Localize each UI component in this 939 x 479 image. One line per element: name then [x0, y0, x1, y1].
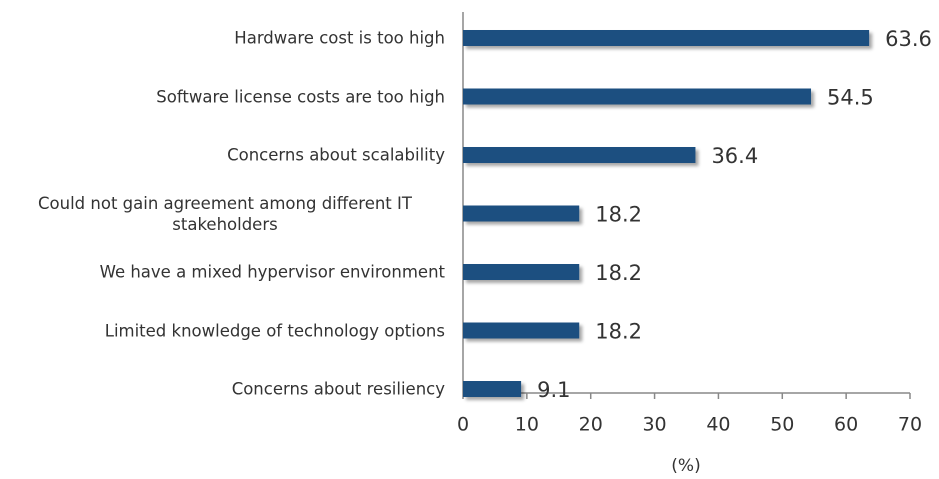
bar: [463, 205, 580, 222]
x-tick-label: 50: [770, 414, 794, 436]
y-tick-label: Could not gain agreement among different…: [38, 193, 412, 234]
value-label: 63.6: [885, 27, 932, 51]
x-tick-label: 20: [579, 414, 603, 436]
bar: [463, 264, 580, 280]
x-tick-label: 60: [834, 414, 858, 436]
x-tick-label: 10: [515, 414, 539, 436]
category-label-box: Limited knowledge of technology options: [105, 320, 445, 341]
category-label-box: Concerns about resiliency: [232, 379, 445, 400]
category-label-box: Could not gain agreement among different…: [5, 193, 445, 235]
value-label: 9.1: [537, 378, 570, 402]
y-tick-label: Concerns about scalability: [227, 145, 445, 165]
y-tick-label: Concerns about resiliency: [231, 379, 445, 399]
y-tick-label: Limited knowledge of technology options: [104, 321, 445, 340]
x-axis-label: (%): [671, 456, 700, 476]
value-label: 18.2: [595, 320, 642, 344]
value-label: 18.2: [595, 203, 642, 227]
bar: [463, 147, 696, 163]
value-label: 36.4: [711, 144, 758, 168]
category-label-box: Hardware cost is too high: [234, 28, 445, 49]
x-tick-label: 70: [898, 414, 922, 436]
value-label: 18.2: [595, 261, 642, 285]
category-label-box: We have a mixed hypervisor environment: [100, 262, 445, 283]
x-tick-label: 0: [457, 414, 469, 436]
category-label-box: Concerns about scalability: [227, 145, 445, 166]
category-label-box: Software license costs are too high: [156, 86, 445, 107]
bar: [463, 30, 870, 46]
bar: [463, 381, 522, 397]
y-tick-label: Software license costs are too high: [156, 87, 445, 106]
y-tick-label: We have a mixed hypervisor environment: [99, 262, 445, 282]
bar: [463, 88, 812, 105]
x-tick-label: 30: [642, 414, 666, 436]
y-tick-label: Hardware cost is too high: [234, 28, 445, 48]
x-tick-label: 40: [706, 414, 730, 436]
bar: [463, 322, 580, 339]
value-label: 54.5: [827, 86, 874, 110]
